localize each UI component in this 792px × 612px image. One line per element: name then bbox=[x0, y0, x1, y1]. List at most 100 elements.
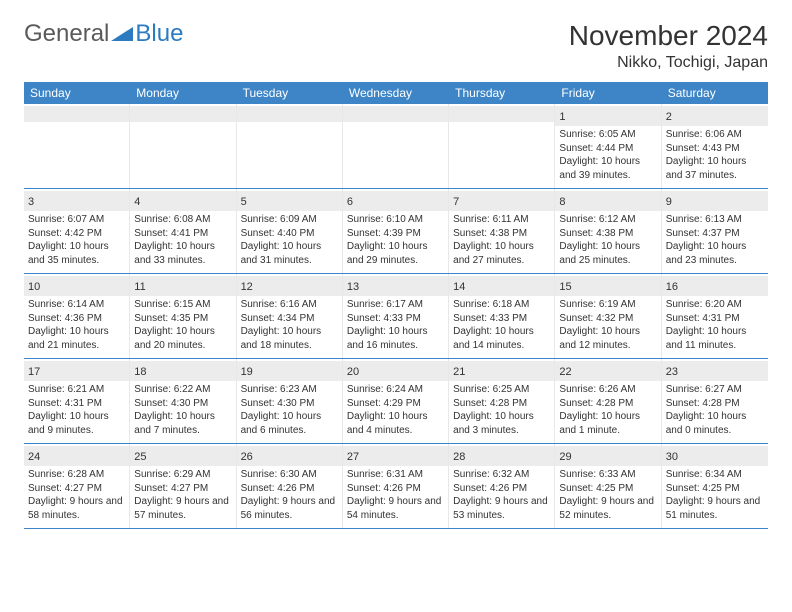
daylight-label: Daylight: 10 hours and 25 minutes. bbox=[559, 240, 656, 267]
sunset-label: Sunset: 4:41 PM bbox=[134, 227, 231, 241]
sunrise-label: Sunrise: 6:33 AM bbox=[559, 468, 656, 482]
daylight-label: Daylight: 9 hours and 53 minutes. bbox=[453, 495, 550, 522]
day-number: 23 bbox=[666, 366, 678, 378]
day-cell: 14Sunrise: 6:18 AMSunset: 4:33 PMDayligh… bbox=[449, 274, 555, 358]
day-cell: 20Sunrise: 6:24 AMSunset: 4:29 PMDayligh… bbox=[343, 359, 449, 443]
daylight-label: Daylight: 10 hours and 12 minutes. bbox=[559, 325, 656, 352]
sunset-label: Sunset: 4:26 PM bbox=[347, 482, 444, 496]
day-number: 8 bbox=[559, 196, 565, 208]
sunset-label: Sunset: 4:25 PM bbox=[666, 482, 764, 496]
dow-cell: Wednesday bbox=[343, 82, 449, 104]
day-number-row: 13 bbox=[343, 276, 448, 296]
day-cell: 9Sunrise: 6:13 AMSunset: 4:37 PMDaylight… bbox=[662, 189, 768, 273]
day-cell bbox=[237, 104, 343, 188]
day-number-row: 17 bbox=[24, 361, 129, 381]
day-cell: 1Sunrise: 6:05 AMSunset: 4:44 PMDaylight… bbox=[555, 104, 661, 188]
daylight-label: Daylight: 9 hours and 57 minutes. bbox=[134, 495, 231, 522]
sunrise-label: Sunrise: 6:34 AM bbox=[666, 468, 764, 482]
daylight-label: Daylight: 10 hours and 4 minutes. bbox=[347, 410, 444, 437]
day-number: 18 bbox=[134, 366, 146, 378]
day-number-row: 18 bbox=[130, 361, 235, 381]
daylight-label: Daylight: 10 hours and 31 minutes. bbox=[241, 240, 338, 267]
day-number-row bbox=[130, 106, 235, 122]
daylight-label: Daylight: 10 hours and 11 minutes. bbox=[666, 325, 764, 352]
daylight-label: Daylight: 10 hours and 33 minutes. bbox=[134, 240, 231, 267]
sunset-label: Sunset: 4:44 PM bbox=[559, 142, 656, 156]
day-number-row: 28 bbox=[449, 446, 554, 466]
logo-text-b: Blue bbox=[135, 20, 183, 48]
daylight-label: Daylight: 10 hours and 16 minutes. bbox=[347, 325, 444, 352]
sunset-label: Sunset: 4:43 PM bbox=[666, 142, 764, 156]
day-number: 6 bbox=[347, 196, 353, 208]
day-number: 24 bbox=[28, 451, 40, 463]
day-number: 14 bbox=[453, 281, 465, 293]
day-number-row: 6 bbox=[343, 191, 448, 211]
title-block: November 2024 Nikko, Tochigi, Japan bbox=[569, 20, 768, 72]
daylight-label: Daylight: 9 hours and 54 minutes. bbox=[347, 495, 444, 522]
day-number-row: 12 bbox=[237, 276, 342, 296]
sunset-label: Sunset: 4:29 PM bbox=[347, 397, 444, 411]
weeks-container: 1Sunrise: 6:05 AMSunset: 4:44 PMDaylight… bbox=[24, 104, 768, 529]
day-number-row: 1 bbox=[555, 106, 660, 126]
dow-cell: Saturday bbox=[662, 82, 768, 104]
day-number: 16 bbox=[666, 281, 678, 293]
day-cell: 16Sunrise: 6:20 AMSunset: 4:31 PMDayligh… bbox=[662, 274, 768, 358]
sunrise-label: Sunrise: 6:07 AM bbox=[28, 213, 125, 227]
day-cell: 24Sunrise: 6:28 AMSunset: 4:27 PMDayligh… bbox=[24, 444, 130, 528]
day-number: 9 bbox=[666, 196, 672, 208]
day-of-week-row: SundayMondayTuesdayWednesdayThursdayFrid… bbox=[24, 82, 768, 104]
day-number: 17 bbox=[28, 366, 40, 378]
daylight-label: Daylight: 10 hours and 14 minutes. bbox=[453, 325, 550, 352]
day-number: 19 bbox=[241, 366, 253, 378]
sunset-label: Sunset: 4:27 PM bbox=[28, 482, 125, 496]
dow-cell: Monday bbox=[130, 82, 236, 104]
day-cell bbox=[449, 104, 555, 188]
day-cell: 8Sunrise: 6:12 AMSunset: 4:38 PMDaylight… bbox=[555, 189, 661, 273]
day-number: 29 bbox=[559, 451, 571, 463]
day-number: 27 bbox=[347, 451, 359, 463]
day-number-row: 29 bbox=[555, 446, 660, 466]
sunset-label: Sunset: 4:31 PM bbox=[28, 397, 125, 411]
day-number: 7 bbox=[453, 196, 459, 208]
day-cell: 21Sunrise: 6:25 AMSunset: 4:28 PMDayligh… bbox=[449, 359, 555, 443]
day-cell: 11Sunrise: 6:15 AMSunset: 4:35 PMDayligh… bbox=[130, 274, 236, 358]
sunset-label: Sunset: 4:39 PM bbox=[347, 227, 444, 241]
logo: General Blue bbox=[24, 20, 183, 48]
daylight-label: Daylight: 10 hours and 29 minutes. bbox=[347, 240, 444, 267]
day-number: 4 bbox=[134, 196, 140, 208]
month-title: November 2024 bbox=[569, 20, 768, 52]
day-cell: 22Sunrise: 6:26 AMSunset: 4:28 PMDayligh… bbox=[555, 359, 661, 443]
week-row: 1Sunrise: 6:05 AMSunset: 4:44 PMDaylight… bbox=[24, 104, 768, 189]
sunset-label: Sunset: 4:25 PM bbox=[559, 482, 656, 496]
dow-cell: Tuesday bbox=[237, 82, 343, 104]
sunset-label: Sunset: 4:40 PM bbox=[241, 227, 338, 241]
sunset-label: Sunset: 4:28 PM bbox=[559, 397, 656, 411]
logo-triangle-icon bbox=[111, 23, 133, 46]
sunset-label: Sunset: 4:32 PM bbox=[559, 312, 656, 326]
day-cell: 10Sunrise: 6:14 AMSunset: 4:36 PMDayligh… bbox=[24, 274, 130, 358]
day-number: 1 bbox=[559, 111, 565, 123]
sunrise-label: Sunrise: 6:06 AM bbox=[666, 128, 764, 142]
daylight-label: Daylight: 10 hours and 1 minute. bbox=[559, 410, 656, 437]
day-number-row: 16 bbox=[662, 276, 768, 296]
day-number: 28 bbox=[453, 451, 465, 463]
day-cell: 17Sunrise: 6:21 AMSunset: 4:31 PMDayligh… bbox=[24, 359, 130, 443]
sunset-label: Sunset: 4:26 PM bbox=[241, 482, 338, 496]
day-number: 26 bbox=[241, 451, 253, 463]
day-number-row bbox=[24, 106, 129, 122]
day-number-row bbox=[343, 106, 448, 122]
calendar-grid: SundayMondayTuesdayWednesdayThursdayFrid… bbox=[24, 82, 768, 529]
day-number: 5 bbox=[241, 196, 247, 208]
day-cell: 29Sunrise: 6:33 AMSunset: 4:25 PMDayligh… bbox=[555, 444, 661, 528]
sunrise-label: Sunrise: 6:28 AM bbox=[28, 468, 125, 482]
sunset-label: Sunset: 4:37 PM bbox=[666, 227, 764, 241]
sunrise-label: Sunrise: 6:23 AM bbox=[241, 383, 338, 397]
sunrise-label: Sunrise: 6:12 AM bbox=[559, 213, 656, 227]
day-number-row: 20 bbox=[343, 361, 448, 381]
day-number-row: 24 bbox=[24, 446, 129, 466]
day-number-row: 30 bbox=[662, 446, 768, 466]
sunset-label: Sunset: 4:28 PM bbox=[453, 397, 550, 411]
sunset-label: Sunset: 4:27 PM bbox=[134, 482, 231, 496]
calendar-page: General Blue November 2024 Nikko, Tochig… bbox=[0, 0, 792, 549]
location-label: Nikko, Tochigi, Japan bbox=[569, 54, 768, 72]
